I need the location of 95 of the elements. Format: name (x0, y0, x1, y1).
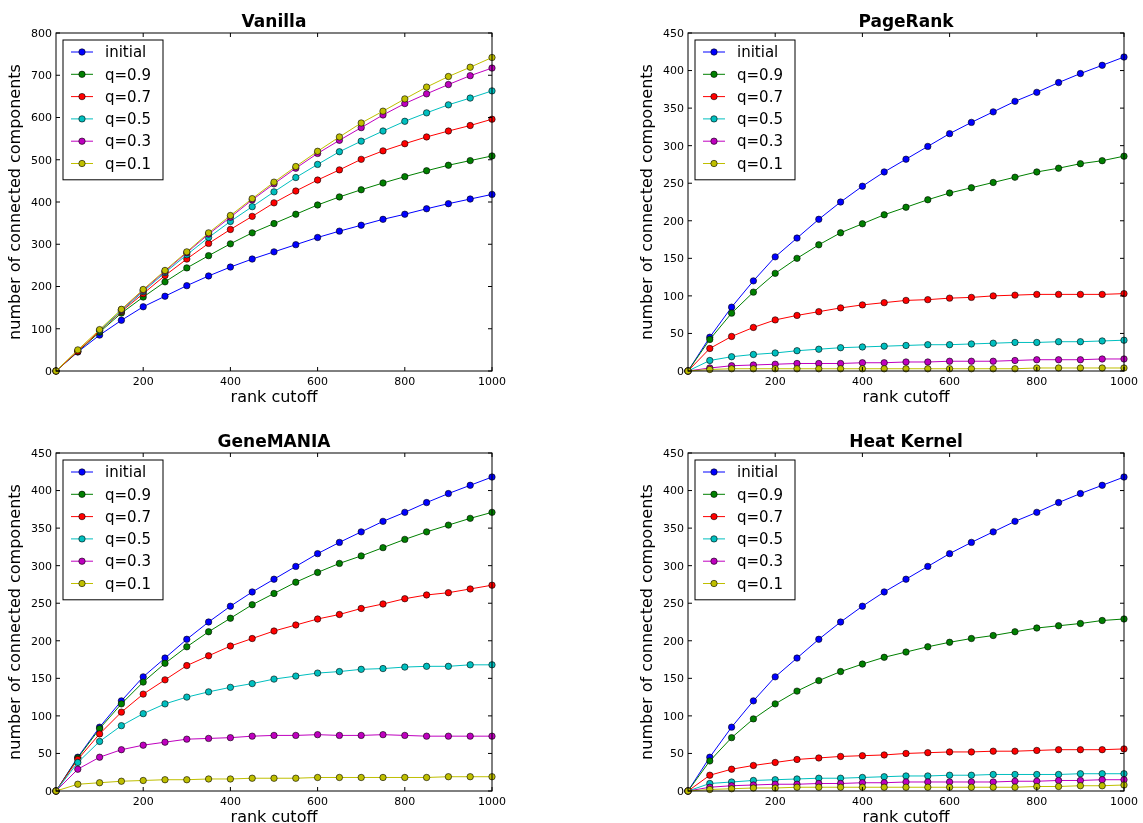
y-axis-title: number of connected components (637, 484, 656, 760)
y-tick-label: 200 (663, 634, 684, 648)
legend-label: q=0.7 (105, 507, 151, 526)
y-axis-title: number of connected components (5, 484, 24, 760)
y-tick-label: 250 (31, 597, 52, 611)
y-tick-label: 450 (663, 26, 684, 40)
y-tick-label: 350 (663, 521, 684, 535)
x-tick-label: 800 (1026, 795, 1048, 808)
legend-label: q=0.3 (105, 132, 151, 151)
chart-title: Heat Kernel (849, 431, 963, 451)
legend-label: q=0.3 (105, 552, 151, 571)
legend-label: q=0.7 (737, 87, 783, 106)
x-tick-label: 400 (219, 375, 241, 388)
x-tick-label: 800 (394, 795, 416, 808)
legend-label: initial (105, 43, 147, 62)
x-axis-title: rank cutoff (862, 387, 951, 406)
legend-label: q=0.7 (105, 87, 151, 106)
legend-label: q=0.1 (105, 574, 151, 593)
y-tick-label: 200 (663, 214, 684, 228)
y-tick-label: 100 (31, 322, 52, 336)
y-tick-label: 150 (31, 672, 52, 686)
y-tick-label: 100 (663, 709, 684, 723)
legend-label: q=0.9 (737, 65, 783, 84)
legend-label: q=0.9 (105, 65, 151, 84)
legend-label: q=0.1 (105, 154, 151, 173)
y-tick-label: 50 (38, 747, 52, 761)
y-tick-label: 700 (31, 69, 52, 83)
y-tick-label: 300 (663, 559, 684, 573)
x-tick-label: 400 (851, 375, 873, 388)
legend-label: q=0.3 (737, 132, 783, 151)
y-tick-label: 200 (31, 280, 52, 294)
x-tick-label: 1000 (1110, 375, 1138, 388)
y-tick-label: 250 (663, 177, 684, 191)
y-tick-label: 400 (663, 484, 684, 498)
x-tick-label: 600 (307, 375, 329, 388)
y-tick-label: 350 (663, 101, 684, 115)
chart-title: PageRank (858, 11, 955, 31)
y-tick-label: 450 (663, 446, 684, 460)
legend-label: q=0.5 (737, 110, 783, 129)
y-tick-label: 300 (663, 139, 684, 153)
y-tick-label: 400 (31, 195, 52, 209)
y-tick-label: 400 (663, 64, 684, 78)
y-tick-label: 600 (31, 111, 52, 125)
legend-label: q=0.1 (737, 154, 783, 173)
legend-label: q=0.1 (737, 574, 783, 593)
legend-label: q=0.5 (105, 110, 151, 129)
x-tick-label: 600 (939, 795, 961, 808)
legend-label: initial (105, 463, 147, 482)
legend-label: q=0.5 (105, 530, 151, 549)
legend-label: q=0.3 (737, 552, 783, 571)
x-tick-label: 600 (307, 795, 329, 808)
x-tick-label: 200 (132, 375, 154, 388)
y-tick-label: 300 (31, 559, 52, 573)
x-tick-label: 1000 (478, 795, 506, 808)
x-tick-label: 800 (394, 375, 416, 388)
x-tick-label: 200 (764, 375, 786, 388)
x-axis-title: rank cutoff (230, 807, 319, 823)
y-tick-label: 0 (45, 784, 52, 798)
y-tick-label: 350 (31, 521, 52, 535)
x-tick-label: 1000 (478, 375, 506, 388)
y-tick-label: 0 (45, 364, 52, 378)
x-tick-label: 800 (1026, 375, 1048, 388)
y-tick-label: 150 (663, 672, 684, 686)
legend-label: initial (737, 43, 779, 62)
y-tick-label: 0 (677, 784, 684, 798)
y-axis-title: number of connected components (5, 64, 24, 340)
y-tick-label: 50 (670, 327, 684, 341)
y-tick-label: 0 (677, 364, 684, 378)
y-tick-label: 150 (663, 252, 684, 266)
x-tick-label: 600 (939, 375, 961, 388)
y-tick-label: 50 (670, 747, 684, 761)
y-tick-label: 450 (31, 446, 52, 460)
x-axis-title: rank cutoff (230, 387, 319, 406)
x-tick-label: 200 (764, 795, 786, 808)
x-tick-label: 200 (132, 795, 154, 808)
y-tick-label: 100 (31, 709, 52, 723)
chart-title: Vanilla (241, 11, 307, 31)
y-tick-label: 800 (31, 26, 52, 40)
y-tick-label: 100 (663, 289, 684, 303)
legend-label: q=0.7 (737, 507, 783, 526)
y-tick-label: 300 (31, 238, 52, 252)
legend-label: initial (737, 463, 779, 482)
x-axis-title: rank cutoff (862, 807, 951, 823)
y-tick-label: 200 (31, 634, 52, 648)
x-tick-label: 400 (851, 795, 873, 808)
legend-label: q=0.9 (737, 485, 783, 504)
x-tick-label: 400 (219, 795, 241, 808)
legend-label: q=0.9 (105, 485, 151, 504)
y-tick-label: 500 (31, 153, 52, 167)
x-tick-label: 1000 (1110, 795, 1138, 808)
y-tick-label: 250 (663, 597, 684, 611)
legend-label: q=0.5 (737, 530, 783, 549)
y-tick-label: 400 (31, 484, 52, 498)
y-axis-title: number of connected components (637, 64, 656, 340)
chart-title: GeneMANIA (217, 431, 332, 451)
